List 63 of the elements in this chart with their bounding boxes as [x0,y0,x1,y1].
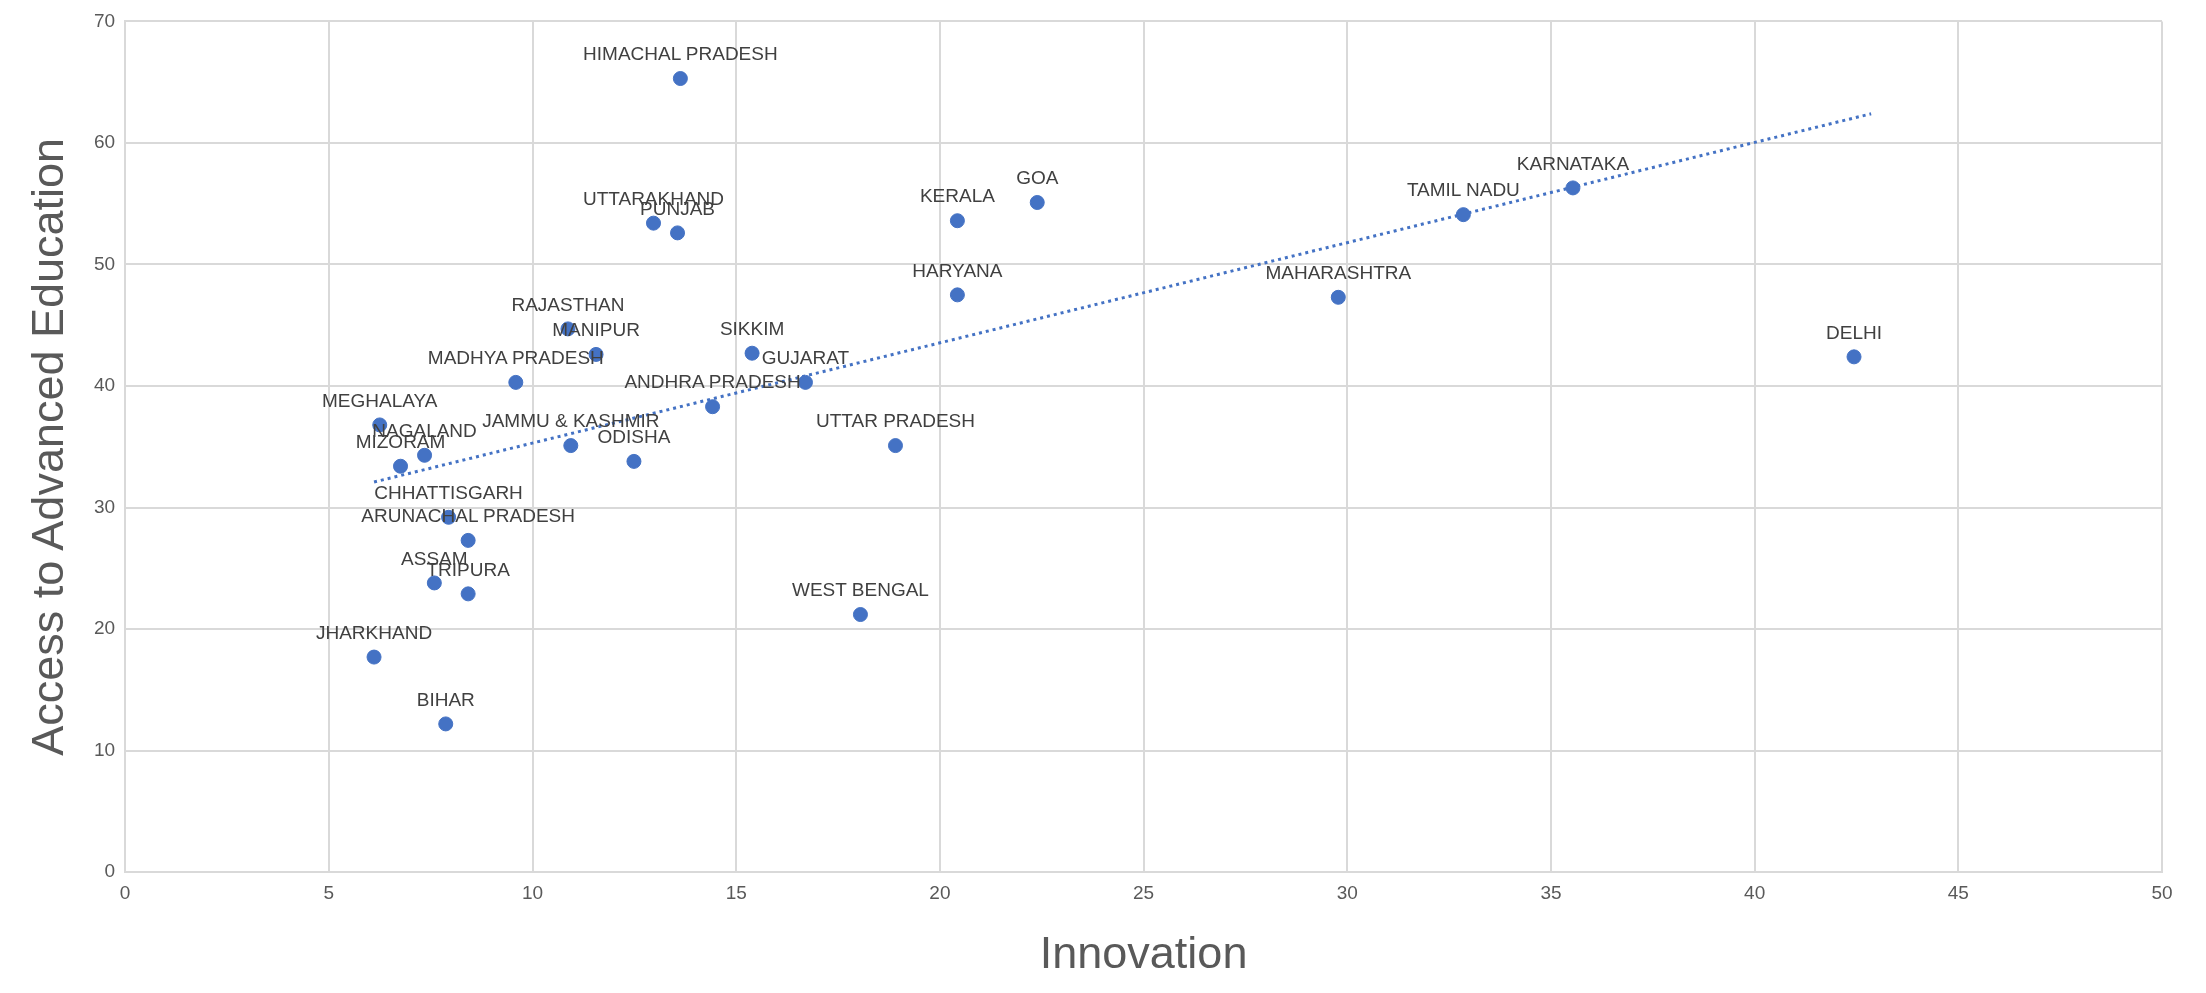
annotation: TAMIL NADU [1406,179,1520,201]
annotation: CHHATTISGARH [374,482,523,504]
y-tick-label: 20 [93,617,116,639]
x-axis-title: Innovation [1039,927,1248,979]
x-tick-label: 20 [929,881,951,903]
y-tick-label: 40 [93,374,116,396]
point [626,453,642,469]
x-tick-label: 50 [2151,881,2173,903]
point [744,345,760,361]
point [1846,349,1862,365]
annotation: DELHI [1826,321,1883,343]
x-tick-label: 40 [1744,881,1766,903]
y-axis-title: Access to Advanced Education [22,137,74,756]
annotation: GOA [1016,167,1059,189]
x-tick-label: 10 [521,881,544,903]
annotation: MAHARASHTRA [1265,262,1412,284]
x-tick-label: 5 [323,881,335,903]
x-tick-label: 30 [1336,881,1358,903]
point [1029,195,1045,210]
point [705,399,721,415]
annotation: KARNATAKA [1516,152,1630,174]
point [1455,207,1471,223]
point [852,607,868,623]
annotation: WEST BENGAL [791,579,929,601]
x-tick-label: 0 [119,881,131,903]
x-tick-label: 35 [1540,881,1562,903]
y-tick-label: 60 [93,131,116,153]
x-tick-label: 45 [1947,881,1969,903]
point [366,649,382,665]
annotation: SIKKIM [719,317,785,339]
annotation: JHARKHAND [315,621,433,643]
x-tick-label: 25 [1133,881,1155,903]
y-tick-label: 30 [93,495,116,517]
point [438,716,454,732]
annotation: GUJARAT [761,347,850,369]
point [646,215,661,231]
annotation: HIMACHAL PRADESH [583,43,778,65]
point [393,458,409,474]
annotation: UTTAR PRADESH [815,410,976,432]
point [417,447,433,463]
point [1565,180,1581,196]
annotation: ODISHA [597,426,671,448]
point [887,438,903,454]
y-tick-label: 0 [104,860,116,882]
annotation: RAJASTHAN [511,293,625,315]
point [672,71,688,87]
point [670,225,686,241]
annotation: KERALA [919,185,996,207]
point [426,575,442,591]
point [563,438,579,454]
x-tick-label: 15 [725,881,747,903]
point [508,374,524,390]
annotation: MEGHALAYA [322,389,438,411]
annotation: HARYANA [912,259,1003,281]
y-tick-label: 10 [93,738,116,760]
point [460,586,476,602]
y-tick-label: 50 [93,252,116,274]
annotation: BIHAR [416,688,475,710]
point [1330,289,1346,305]
point [949,287,965,303]
point [460,532,476,548]
y-tick-label: 70 [93,9,116,31]
point [949,213,965,229]
